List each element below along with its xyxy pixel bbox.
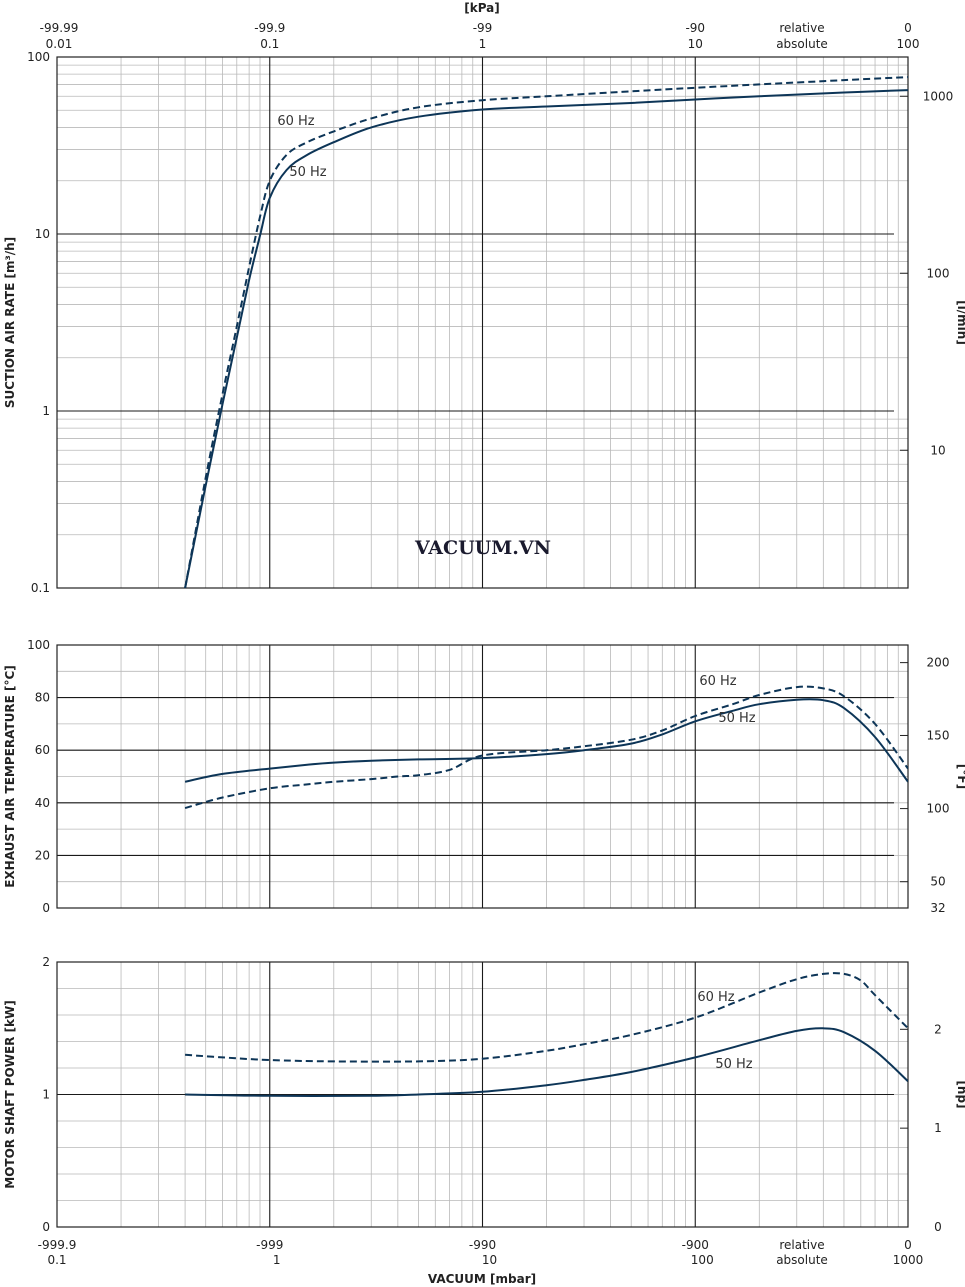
bottom-tick-relative: 0 — [904, 1238, 912, 1252]
series-label-50hz: 50 Hz — [289, 165, 326, 180]
series-label-60hz: 60 Hz — [277, 114, 314, 129]
y-tick-label: 10 — [35, 227, 50, 241]
top-tick-absolute: 0.1 — [260, 37, 279, 51]
panel-power: 0 1 2 0 1 2 MOTOR SHAFT POWER [kW] [hp] 50 Hz 60 … — [3, 955, 965, 1234]
series-line-60hz — [184, 685, 908, 810]
bottom-tick-absolute: 100 — [691, 1253, 714, 1267]
y2-tick-label: 0 — [934, 1220, 942, 1234]
series-line-50hz — [184, 698, 908, 783]
bottom-tick-absolute: 10 — [482, 1253, 497, 1267]
bottom-tick-absolute: 1 — [273, 1253, 281, 1267]
y2-tick-label: 100 — [927, 802, 950, 816]
y-tick-label: 100 — [27, 638, 50, 652]
y-axis-title: SUCTION AIR RATE [m³/h] — [3, 237, 17, 408]
bottom-tick-relative: -999.9 — [38, 1238, 77, 1252]
series-label-60hz: 60 Hz — [697, 990, 734, 1005]
bottom-tick-absolute: 1000 — [893, 1253, 924, 1267]
bottom-tick-absolute: 0.1 — [47, 1253, 66, 1267]
series-label-60hz: 60 Hz — [699, 674, 736, 689]
y2-axis-title: [°F] — [955, 764, 965, 789]
y2-axis-title: [l/min] — [955, 300, 965, 345]
series-label-50hz: 50 Hz — [715, 1057, 752, 1072]
y2-tick-label: 200 — [927, 656, 950, 670]
bottom-tick-relative: -990 — [469, 1238, 496, 1252]
y2-tick-label: 1 — [934, 1121, 942, 1135]
y-tick-label: 100 — [27, 50, 50, 64]
series-line-50hz — [184, 89, 908, 589]
y-tick-label: 40 — [35, 796, 50, 810]
top-axis-label-relative: relative — [779, 21, 824, 35]
series-label-50hz: 50 Hz — [718, 711, 755, 726]
y2-tick-label: 100 — [927, 266, 950, 280]
y-tick-label: 60 — [35, 743, 50, 757]
y-tick-label: 1 — [42, 1088, 50, 1102]
panel-frame — [56, 56, 909, 589]
y-tick-label: 1 — [42, 404, 50, 418]
top-tick-absolute: 10 — [688, 37, 703, 51]
y2-tick-label: 10 — [930, 443, 945, 457]
y-tick-label: 0.1 — [31, 581, 50, 595]
y-axis-title: EXHAUST AIR TEMPERATURE [°C] — [3, 665, 17, 888]
y-tick-label: 0 — [42, 1220, 50, 1234]
series-line-60hz — [184, 76, 908, 589]
top-tick-relative: -99.99 — [40, 21, 79, 35]
top-tick-absolute: 1 — [479, 37, 487, 51]
y-tick-label: 80 — [35, 691, 50, 705]
y2-tick-label: 150 — [927, 728, 950, 742]
panel-frame — [56, 644, 909, 909]
panel-temperature: 0 20 40 60 80 100 32 50 100 150 200 EXHAUST AIR TEM… — [3, 638, 965, 915]
top-axis-unit: [kPa] — [464, 1, 500, 15]
series-line-60hz — [185, 972, 908, 1063]
y-tick-label: 0 — [42, 901, 50, 915]
panel-suction: 0.1 1 10 100 10 100 1000 SUCTION AIR RATE [m³/h… — [3, 50, 965, 595]
y-tick-label: 20 — [35, 848, 50, 862]
y-axis-title: MOTOR SHAFT POWER [kW] — [3, 1000, 17, 1189]
y2-axis-title: [hp] — [955, 1080, 965, 1108]
series-line-50hz — [185, 1027, 908, 1097]
y2-tick-label: 2 — [934, 1022, 942, 1036]
top-axis-label-absolute: absolute — [776, 37, 828, 51]
y2-tick-label: 1000 — [923, 89, 954, 103]
y2-tick-label: 32 — [930, 901, 945, 915]
top-tick-absolute: 100 — [897, 37, 920, 51]
bottom-tick-relative: -999 — [256, 1238, 283, 1252]
top-tick-relative: -99.9 — [254, 21, 285, 35]
top-tick-relative: -90 — [685, 21, 705, 35]
panel-frame — [56, 961, 909, 1228]
y-tick-label: 2 — [42, 955, 50, 969]
watermark: VACUUM.VN — [414, 537, 551, 559]
top-tick-absolute: 0.01 — [46, 37, 73, 51]
bottom-axis-title: VACUUM [mbar] — [428, 1272, 536, 1286]
bottom-tick-relative: -900 — [682, 1238, 709, 1252]
top-tick-relative: 0 — [904, 21, 912, 35]
bottom-axis-label-absolute: absolute — [776, 1253, 828, 1267]
top-tick-relative: -99 — [473, 21, 493, 35]
y2-tick-label: 50 — [930, 875, 945, 889]
bottom-axis-label-relative: relative — [779, 1238, 824, 1252]
